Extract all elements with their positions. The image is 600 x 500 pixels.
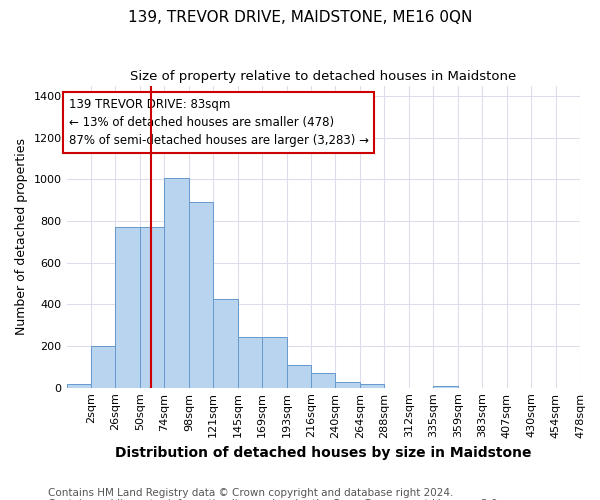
Bar <box>189 202 213 388</box>
Bar <box>67 384 91 388</box>
Title: Size of property relative to detached houses in Maidstone: Size of property relative to detached ho… <box>130 70 517 83</box>
Text: 139 TREVOR DRIVE: 83sqm
← 13% of detached houses are smaller (478)
87% of semi-d: 139 TREVOR DRIVE: 83sqm ← 13% of detache… <box>68 98 368 147</box>
Bar <box>140 227 164 388</box>
Text: Contains HM Land Registry data © Crown copyright and database right 2024.: Contains HM Land Registry data © Crown c… <box>48 488 454 498</box>
Bar <box>238 336 262 388</box>
Bar <box>262 336 287 388</box>
Bar <box>311 373 335 388</box>
Bar <box>360 384 385 388</box>
Text: 139, TREVOR DRIVE, MAIDSTONE, ME16 0QN: 139, TREVOR DRIVE, MAIDSTONE, ME16 0QN <box>128 10 472 25</box>
Bar <box>335 382 360 388</box>
Bar <box>433 386 458 388</box>
X-axis label: Distribution of detached houses by size in Maidstone: Distribution of detached houses by size … <box>115 446 532 460</box>
Bar <box>115 227 140 388</box>
Text: Contains public sector information licensed under the Open Government Licence v3: Contains public sector information licen… <box>48 499 501 500</box>
Bar <box>91 346 115 388</box>
Y-axis label: Number of detached properties: Number of detached properties <box>15 138 28 335</box>
Bar <box>287 365 311 388</box>
Bar <box>164 178 189 388</box>
Bar <box>213 298 238 388</box>
